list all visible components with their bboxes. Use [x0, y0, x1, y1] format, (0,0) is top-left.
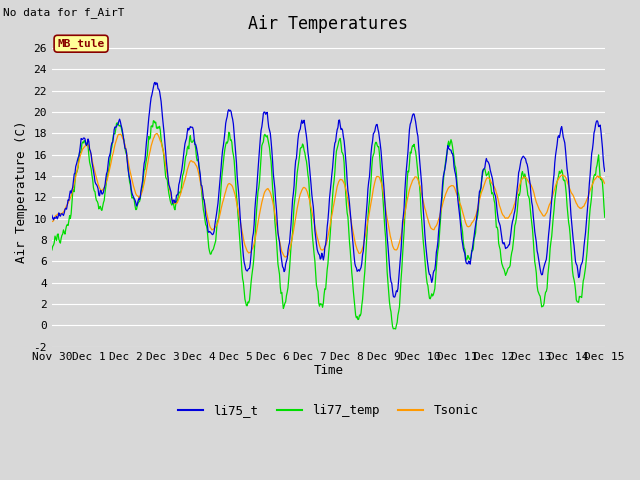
Text: No data for f_AirT: No data for f_AirT [3, 7, 125, 18]
li77_temp [397, 277, 405, 283]
Legend: li75_t, li77_temp, Tsonic: li75_t, li77_temp, Tsonic [173, 399, 483, 422]
li75_t [390, 294, 398, 300]
li77_temp [115, 123, 123, 129]
Tsonic [153, 131, 161, 136]
li75_t [201, 203, 209, 209]
Line: li75_t: li75_t [52, 83, 605, 297]
Tsonic [201, 202, 209, 208]
li77_temp [150, 118, 157, 124]
Tsonic [601, 180, 609, 186]
Line: Tsonic: Tsonic [52, 133, 605, 257]
li77_temp [392, 326, 399, 332]
li77_temp [58, 232, 66, 238]
Tsonic [413, 175, 421, 181]
li75_t [58, 211, 66, 216]
li75_t [115, 119, 123, 124]
li75_t [413, 130, 421, 135]
li77_temp [48, 247, 56, 253]
Text: MB_tule: MB_tule [58, 38, 105, 49]
Tsonic [172, 200, 180, 206]
Tsonic [397, 233, 405, 239]
li75_t [601, 168, 609, 174]
li75_t [397, 248, 405, 254]
X-axis label: Time: Time [314, 364, 343, 377]
li75_t [48, 212, 56, 218]
Line: li77_temp: li77_temp [52, 121, 605, 329]
li75_t [172, 199, 180, 205]
li77_temp [601, 215, 609, 220]
Tsonic [115, 132, 123, 137]
Title: Air Temperatures: Air Temperatures [248, 15, 408, 33]
Y-axis label: Air Temperature (C): Air Temperature (C) [15, 121, 28, 263]
Tsonic [282, 254, 289, 260]
li77_temp [172, 202, 180, 207]
li77_temp [201, 217, 209, 223]
Tsonic [48, 219, 56, 225]
li77_temp [413, 162, 421, 168]
li75_t [151, 80, 159, 85]
Tsonic [58, 211, 66, 216]
